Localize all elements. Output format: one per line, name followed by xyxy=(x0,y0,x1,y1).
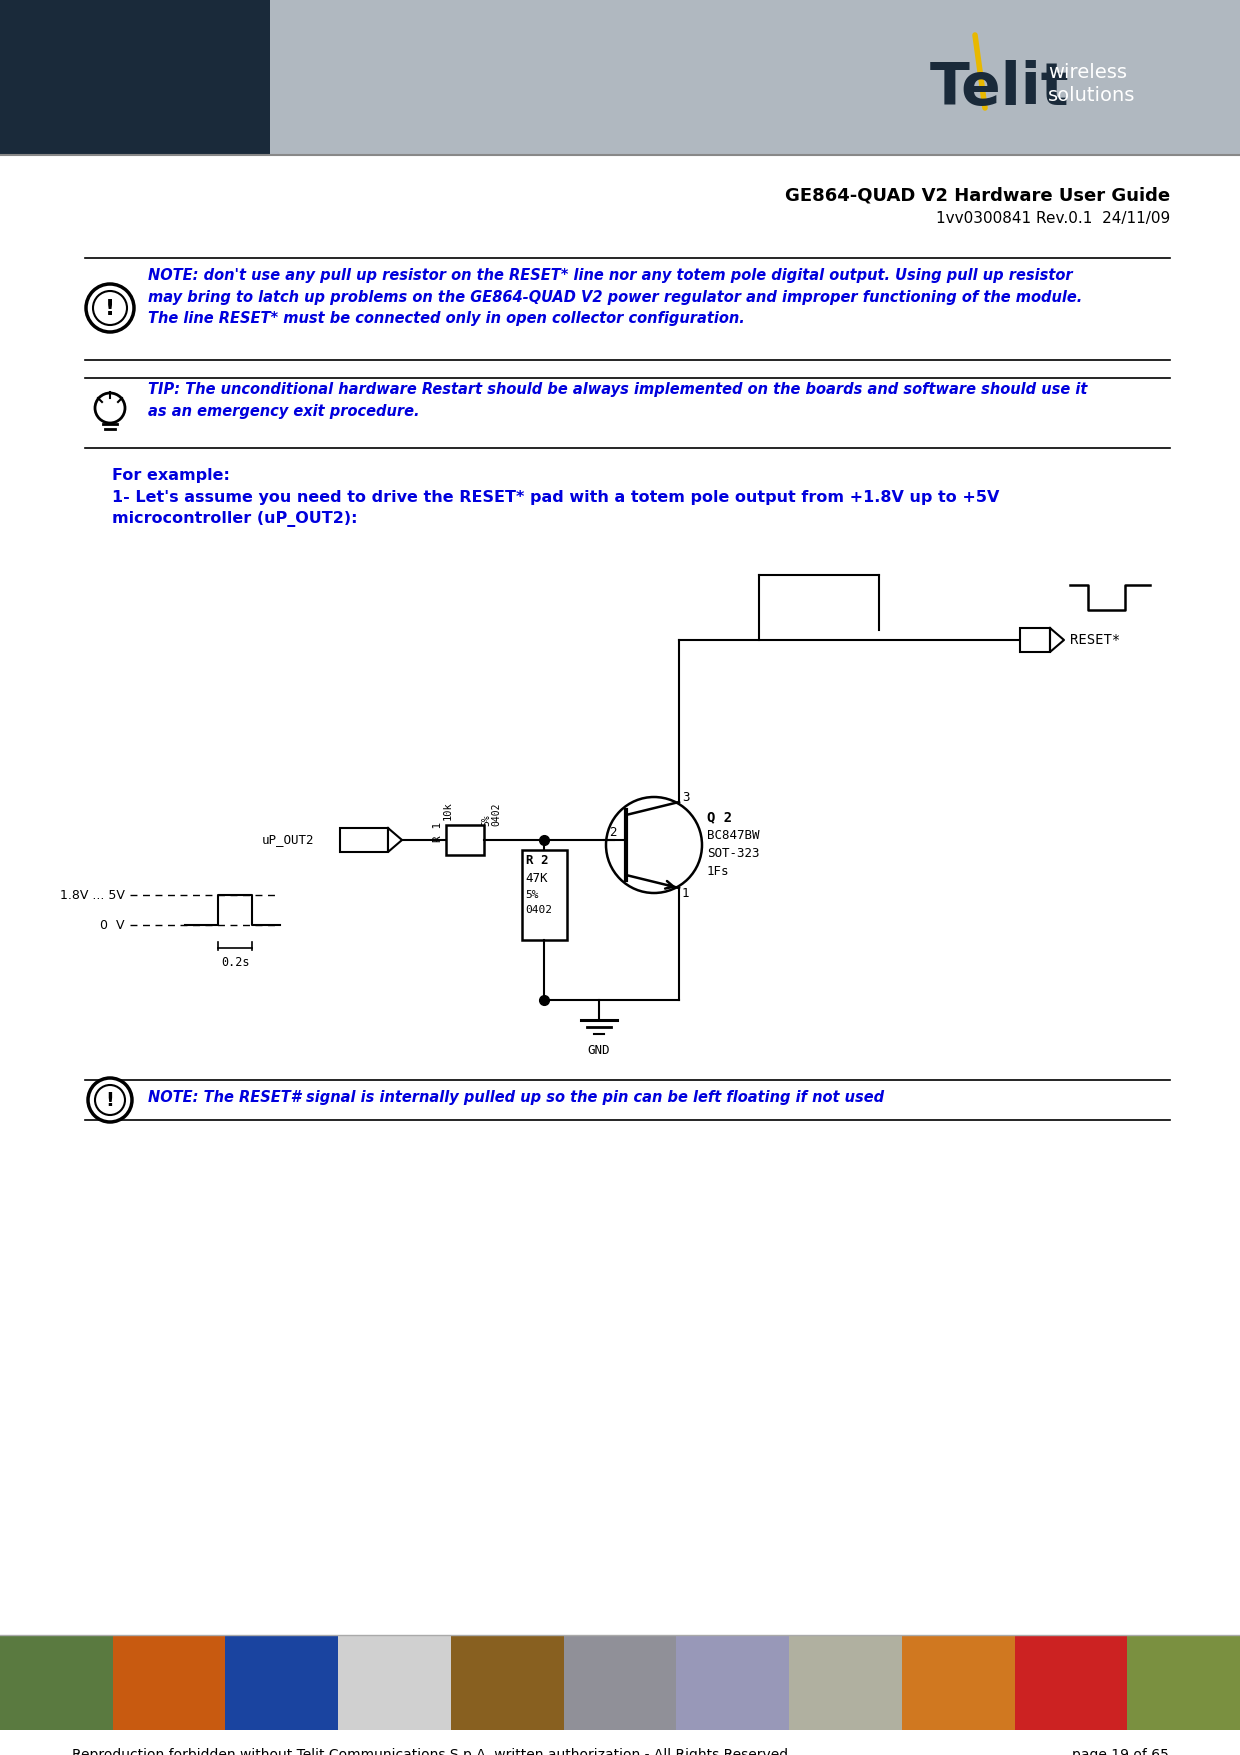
Text: 5%: 5% xyxy=(481,814,491,827)
Bar xyxy=(901,1636,1014,1730)
Text: 1: 1 xyxy=(682,886,689,900)
Text: Q 2: Q 2 xyxy=(707,811,732,825)
Bar xyxy=(340,828,388,851)
Text: 1Fs: 1Fs xyxy=(707,865,729,878)
Bar xyxy=(1021,628,1050,653)
Text: Reproduction forbidden without Telit Communications S.p.A. written authorization: Reproduction forbidden without Telit Com… xyxy=(72,1748,789,1755)
Circle shape xyxy=(95,1085,125,1114)
Text: 0402: 0402 xyxy=(526,906,553,914)
Bar xyxy=(564,1636,676,1730)
Bar xyxy=(789,1636,901,1730)
Text: !: ! xyxy=(105,298,115,319)
Text: R 1: R 1 xyxy=(433,821,443,842)
Text: 5%: 5% xyxy=(526,890,539,900)
Bar xyxy=(0,0,270,154)
Bar xyxy=(676,1636,789,1730)
Text: 3: 3 xyxy=(682,790,689,804)
Text: 2: 2 xyxy=(609,825,616,839)
Bar xyxy=(0,1636,113,1730)
Circle shape xyxy=(95,393,125,423)
Text: 1vv0300841 Rev.0.1  24/11/09: 1vv0300841 Rev.0.1 24/11/09 xyxy=(936,211,1171,225)
Text: 10k: 10k xyxy=(443,802,453,820)
Text: 47K: 47K xyxy=(526,872,548,885)
Text: uP_OUT2: uP_OUT2 xyxy=(262,834,314,846)
Text: 0402: 0402 xyxy=(491,802,501,827)
Text: For example:: For example: xyxy=(112,469,229,483)
Text: SOT-323: SOT-323 xyxy=(707,846,759,860)
Circle shape xyxy=(86,284,134,332)
Text: 0.2s: 0.2s xyxy=(221,956,249,969)
Text: NOTE: don't use any pull up resistor on the RESET* line nor any totem pole digit: NOTE: don't use any pull up resistor on … xyxy=(148,269,1083,326)
Bar xyxy=(270,0,1240,154)
Text: 1.8V ... 5V: 1.8V ... 5V xyxy=(60,888,125,902)
Bar xyxy=(1014,1636,1127,1730)
Circle shape xyxy=(606,797,702,893)
Bar xyxy=(522,849,567,941)
Text: R 2: R 2 xyxy=(526,855,548,867)
Text: GE864-QUAD V2 Hardware User Guide: GE864-QUAD V2 Hardware User Guide xyxy=(785,186,1171,204)
Polygon shape xyxy=(388,828,402,851)
Text: TIP: The unconditional hardware Restart should be always implemented on the boar: TIP: The unconditional hardware Restart … xyxy=(148,383,1087,419)
Text: wireless: wireless xyxy=(1048,63,1127,81)
Polygon shape xyxy=(1050,628,1064,653)
Bar xyxy=(446,825,484,855)
Bar xyxy=(451,1636,564,1730)
Circle shape xyxy=(93,291,126,325)
Text: solutions: solutions xyxy=(1048,86,1136,105)
Text: page 19 of 65: page 19 of 65 xyxy=(1071,1748,1168,1755)
Bar xyxy=(339,1636,451,1730)
Text: RESET*: RESET* xyxy=(1070,634,1120,648)
Text: 0  V: 0 V xyxy=(100,918,125,932)
Text: NOTE: The RESET# signal is internally pulled up so the pin can be left floating : NOTE: The RESET# signal is internally pu… xyxy=(148,1090,884,1106)
Bar xyxy=(226,1636,339,1730)
Text: GND: GND xyxy=(588,1044,610,1057)
Circle shape xyxy=(88,1078,131,1121)
Text: BC847BW: BC847BW xyxy=(707,828,759,841)
Bar xyxy=(113,1636,226,1730)
Text: !: ! xyxy=(105,1092,114,1111)
Text: 1- Let's assume you need to drive the RESET* pad with a totem pole output from +: 1- Let's assume you need to drive the RE… xyxy=(112,490,999,526)
Text: Telit: Telit xyxy=(930,60,1070,116)
Bar xyxy=(1127,1636,1240,1730)
